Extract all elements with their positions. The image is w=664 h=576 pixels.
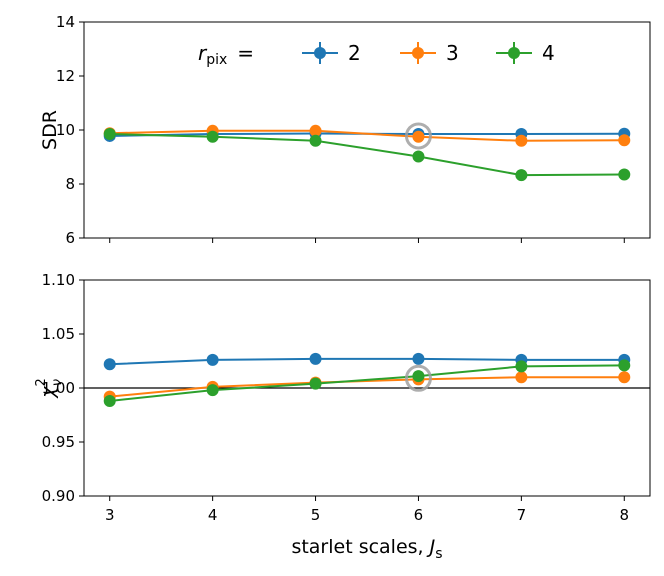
sdr-point-4 [515, 169, 528, 182]
x-tick-label: 6 [414, 506, 424, 524]
chi2-point-3 [618, 371, 631, 384]
chi2-point-4 [309, 377, 322, 390]
legend-marker-4 [508, 47, 520, 59]
sdr-point-3 [309, 124, 322, 137]
chi2-point-2 [412, 352, 425, 365]
sdr-point-4 [412, 150, 425, 163]
sdr-point-3 [412, 130, 425, 143]
chi2-series-line-3 [109, 376, 625, 398]
sdr-series-line-3 [109, 129, 625, 142]
chi2-point-4 [103, 394, 116, 407]
sdr-y-tick-label: 12 [56, 67, 75, 85]
x-axis-label-text: starlet scales, [291, 536, 429, 558]
chi2-point-2 [103, 358, 116, 371]
legend: rpix = 2 3 4 [198, 41, 555, 68]
chi2-y-axis-label: χ2ν [34, 378, 65, 399]
legend-marker-2 [314, 47, 326, 59]
sdr-point-4 [103, 128, 116, 141]
sdr-axes-frame [83, 21, 651, 239]
sdr-point-3 [618, 134, 631, 147]
chi2-y-label-sup: 2 [34, 378, 49, 386]
legend-title-var: r [198, 41, 208, 65]
chi2-highlight-ring [404, 364, 432, 392]
chi2-y-label-sub: ν [50, 379, 65, 386]
sdr-y-axis-label: SDR [39, 110, 61, 150]
legend-title-subscript: pix [206, 52, 227, 68]
x-tick-label: 4 [208, 506, 218, 524]
sdr-point-3 [515, 134, 528, 147]
x-tick-label: 3 [105, 506, 115, 524]
chi2-series-line-4 [109, 364, 625, 402]
chi2-point-3 [515, 371, 528, 384]
sdr-series-line-4 [109, 133, 625, 177]
sdr-y-tick-label: 10 [56, 121, 75, 139]
sdr-y-tick-label: 6 [65, 229, 75, 247]
sdr-point-4 [618, 168, 631, 181]
legend-label-2: 2 [348, 41, 361, 65]
x-axis-label-sub: s [435, 546, 442, 562]
x-axis-label-var: J [426, 536, 436, 558]
x-tick-label: 7 [517, 506, 527, 524]
chi2-point-4 [618, 359, 631, 372]
chi2-y-label-main: χ [37, 386, 59, 399]
x-axis-label: starlet scales, Js [291, 536, 442, 562]
chi2-point-2 [309, 352, 322, 365]
chi2-point-4 [515, 360, 528, 373]
chi2-y-tick-label: 0.95 [42, 433, 75, 451]
sdr-point-4 [309, 134, 322, 147]
chi2-y-tick-label: 1.10 [42, 271, 75, 289]
sdr-y-tick-label: 14 [56, 13, 75, 31]
chi2-point-4 [206, 384, 219, 397]
sdr-highlight-ring [404, 122, 432, 150]
legend-label-3: 3 [446, 41, 459, 65]
chi2-y-tick-label: 0.90 [42, 487, 75, 505]
sdr-panel: 6 8 10 12 14 SDR rpix = 2 3 4 [39, 13, 651, 247]
chi2-series-line-2 [109, 357, 625, 366]
x-tick-label: 5 [311, 506, 321, 524]
legend-title: rpix = [198, 41, 254, 68]
chi2-y-tick-label: 1.00 [42, 379, 75, 397]
chi2-y-tick-label: 1.05 [42, 325, 75, 343]
chi2-point-4 [412, 370, 425, 383]
legend-label-4: 4 [542, 41, 555, 65]
legend-marker-3 [412, 47, 424, 59]
sdr-y-tick-label: 8 [65, 175, 75, 193]
chi2-point-2 [206, 353, 219, 366]
chi2-panel: 0.90 0.95 1.00 1.05 1.10 3 4 5 6 7 8 χ2ν starlet s… [34, 271, 651, 562]
sdr-point-4 [206, 130, 219, 143]
x-tick-label: 8 [619, 506, 629, 524]
legend-title-equals: = [237, 41, 254, 65]
